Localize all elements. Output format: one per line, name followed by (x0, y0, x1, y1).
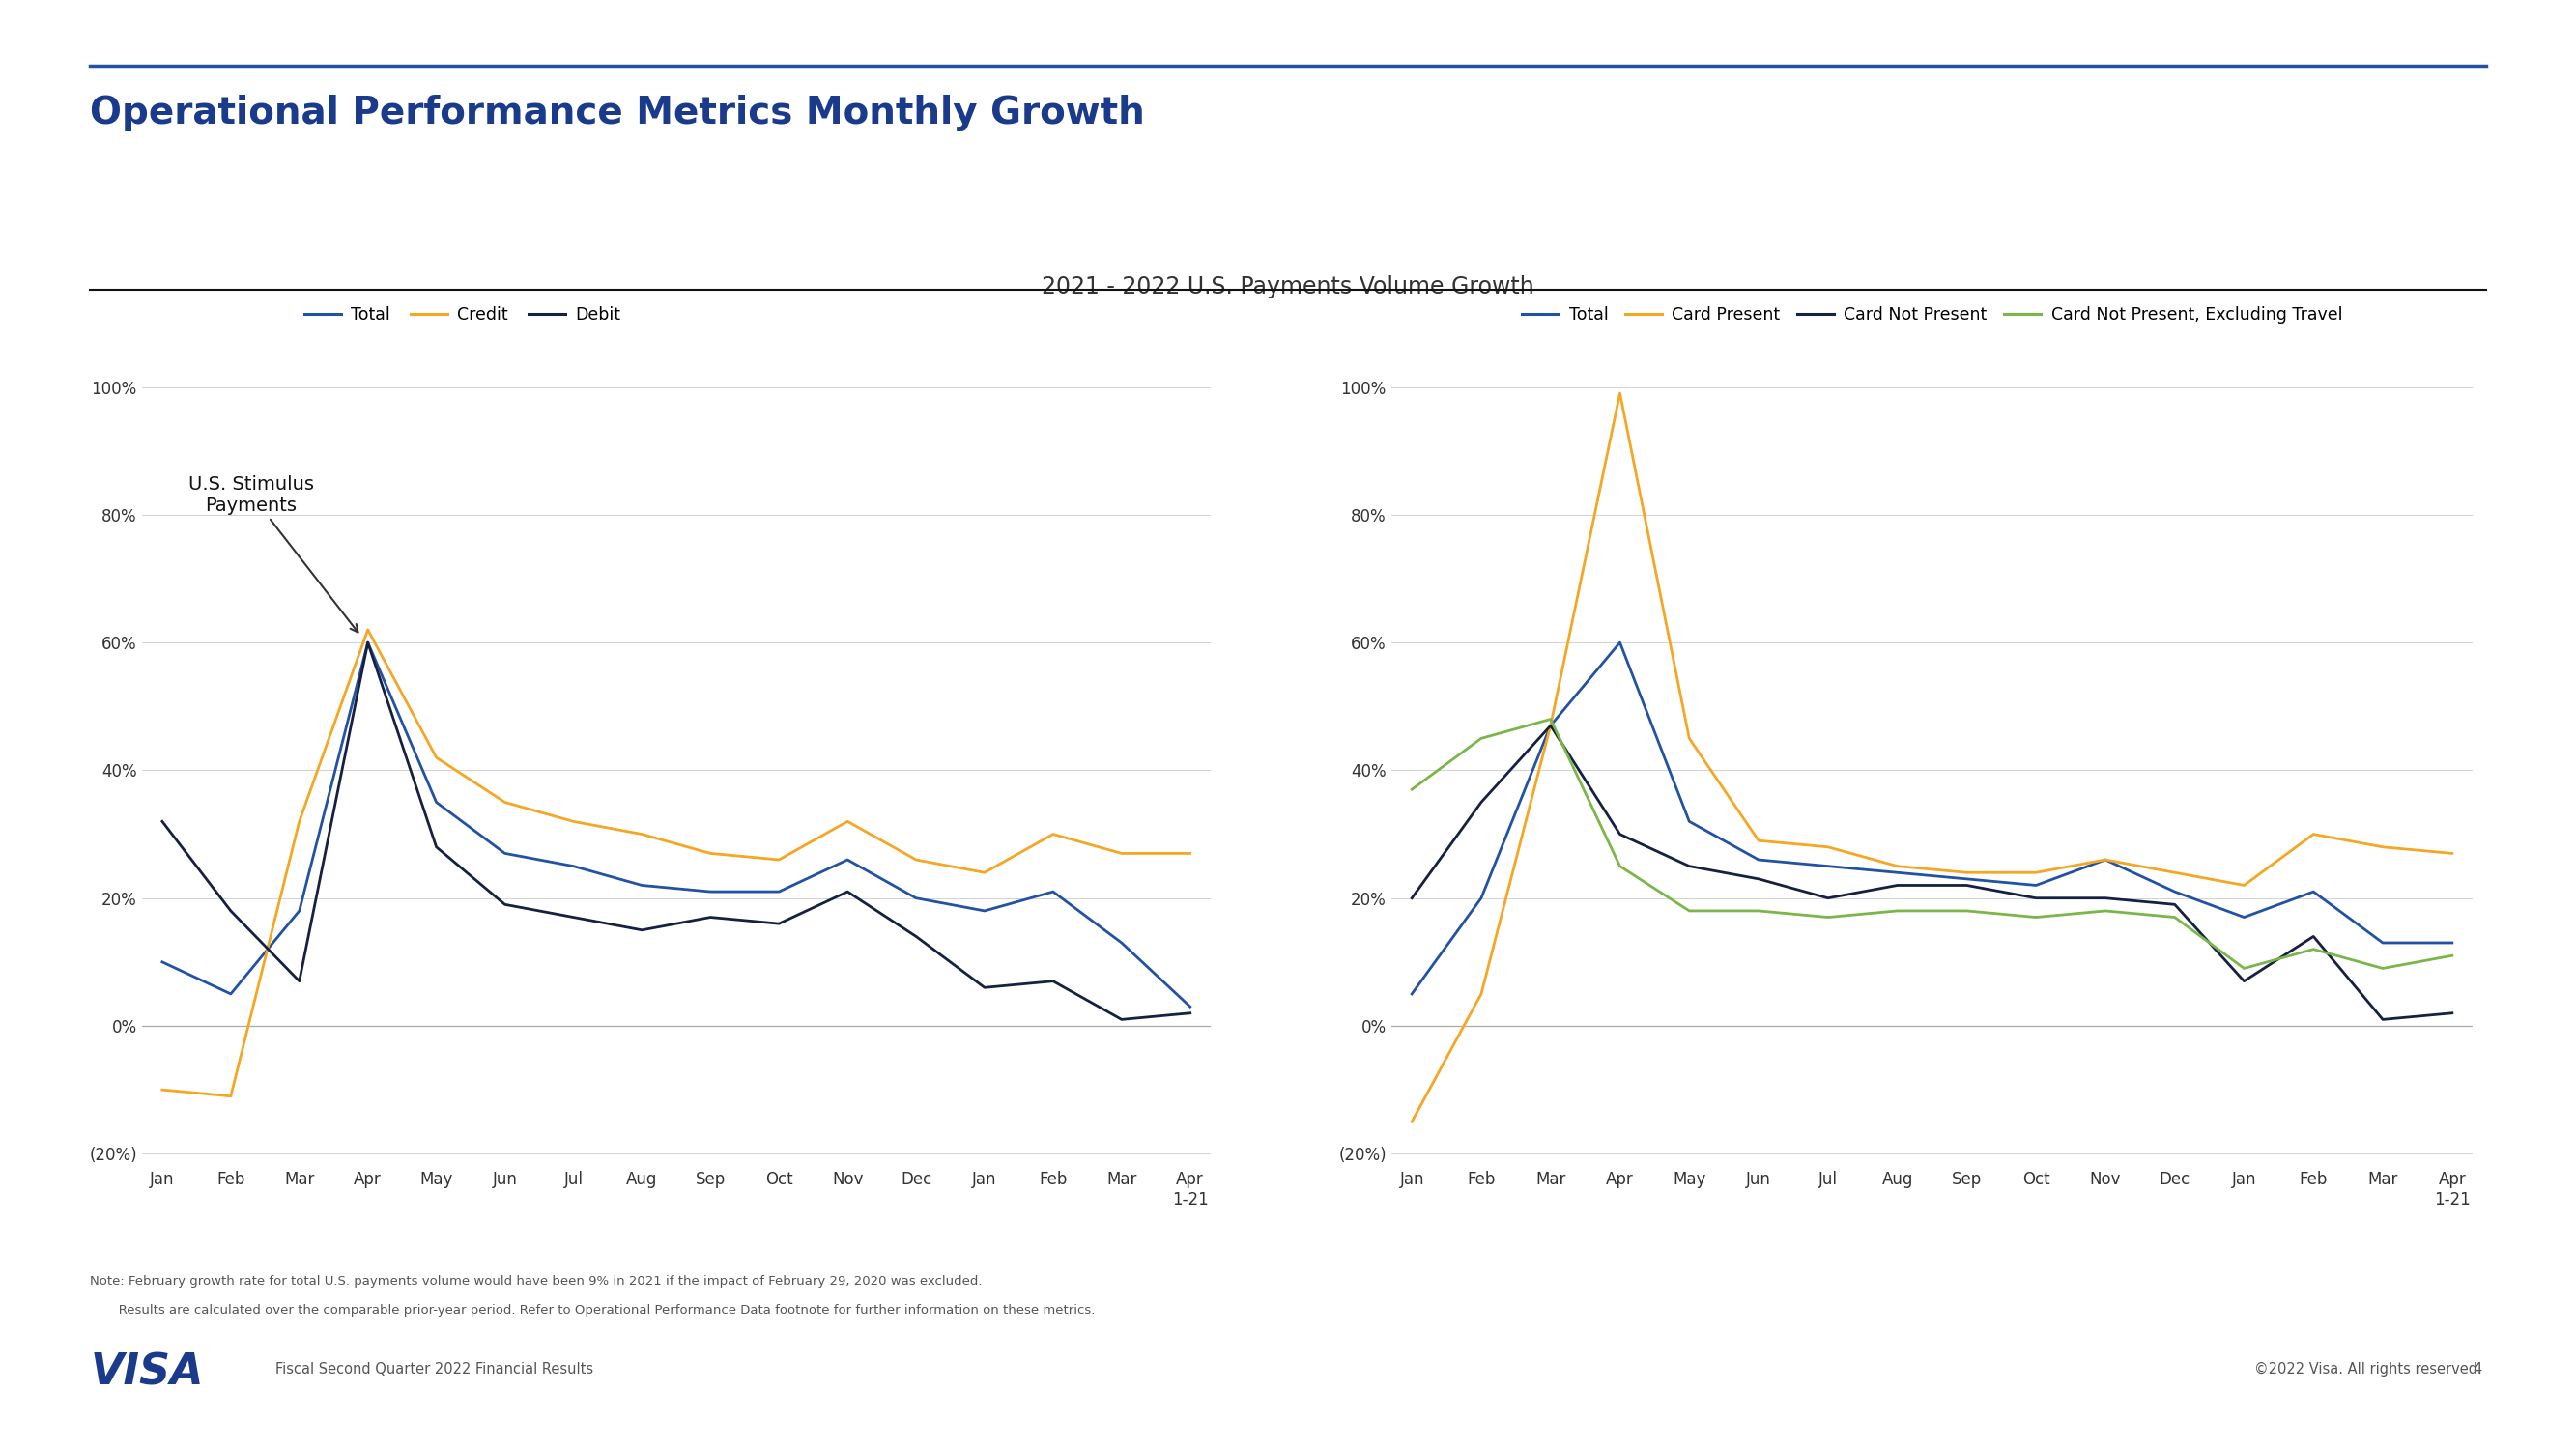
Text: Note: February growth rate for total U.S. payments volume would have been 9% in : Note: February growth rate for total U.S… (90, 1275, 981, 1288)
Text: U.S. Stimulus
Payments: U.S. Stimulus Payments (188, 475, 358, 632)
Text: VISA: VISA (90, 1352, 204, 1394)
Text: Operational Performance Metrics Monthly Growth: Operational Performance Metrics Monthly … (90, 94, 1146, 130)
Text: Fiscal Second Quarter 2022 Financial Results: Fiscal Second Quarter 2022 Financial Res… (276, 1362, 592, 1377)
Legend: Total, Credit, Debit: Total, Credit, Debit (296, 300, 629, 330)
Text: 2021 - 2022 U.S. Payments Volume Growth: 2021 - 2022 U.S. Payments Volume Growth (1041, 275, 1535, 298)
Legend: Total, Card Present, Card Not Present, Card Not Present, Excluding Travel: Total, Card Present, Card Not Present, C… (1515, 300, 2349, 330)
Text: 4: 4 (2473, 1362, 2481, 1377)
Text: ©2022 Visa. All rights reserved.: ©2022 Visa. All rights reserved. (2254, 1362, 2481, 1377)
Text: Results are calculated over the comparable prior-year period. Refer to Operation: Results are calculated over the comparab… (90, 1304, 1095, 1317)
